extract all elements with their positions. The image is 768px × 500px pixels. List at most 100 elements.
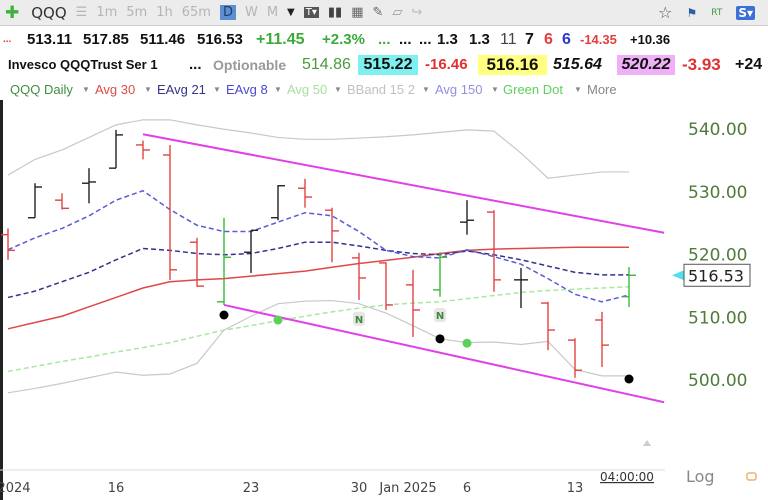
camera-icon: [746, 472, 757, 481]
x-axis-label: 23: [243, 481, 260, 496]
indicator-eavg-8[interactable]: EAvg 8: [226, 82, 268, 97]
series-avg-30: [7, 246, 629, 330]
quote-stat: +10.36: [630, 32, 671, 47]
x-axis-label: 30: [351, 481, 368, 496]
info-price: -16.46: [425, 56, 468, 73]
black-dot: [219, 310, 229, 320]
info-price: -3.93: [682, 55, 721, 74]
chevron-down-icon[interactable]: ▼: [334, 85, 342, 94]
chevron-down-icon[interactable]: ▼: [144, 85, 152, 94]
info-price: 515.22: [358, 55, 418, 75]
list-icon[interactable]: ☰: [75, 5, 88, 20]
indicator-qqq-daily[interactable]: QQQ Daily: [10, 82, 73, 97]
indicator-avg-150[interactable]: Avg 150: [435, 82, 483, 97]
text-tool-icon[interactable]: T▾: [303, 7, 319, 18]
x-axis-label: 16: [108, 481, 125, 496]
quote-stat: 11: [500, 31, 517, 48]
quote-stat: 6: [544, 31, 553, 48]
indicator-more[interactable]: More: [587, 82, 617, 97]
x-axis-label: 13: [567, 481, 584, 496]
add-icon[interactable]: ✚: [5, 2, 20, 23]
interval-1h[interactable]: 1h: [156, 5, 173, 20]
chevron-down-icon[interactable]: ▼: [491, 85, 499, 94]
security-name: Invesco QQQTrust Ser 1: [8, 57, 158, 72]
info-row: Invesco QQQTrust Ser 1 ... Optionable 51…: [0, 55, 768, 79]
s-button[interactable]: S▾: [736, 5, 755, 20]
chevron-down-icon[interactable]: ▼: [274, 85, 282, 94]
flag-icon[interactable]: ⚑: [686, 5, 698, 20]
interval-5m[interactable]: 5m: [126, 5, 148, 20]
quote-stat: 1.3: [437, 31, 458, 48]
green-dot: [273, 315, 283, 325]
y-axis-label: 500.00: [688, 371, 747, 391]
bar-chart-icon[interactable]: ▮▮: [327, 5, 343, 20]
indicator-eavg-21[interactable]: EAvg 21: [157, 82, 206, 97]
low-value: 511.46: [140, 31, 186, 48]
log-scale-toggle[interactable]: Log: [686, 467, 715, 486]
rt-indicator: RT: [711, 7, 723, 18]
interval-65m[interactable]: 65m: [181, 5, 211, 20]
pencil-icon[interactable]: ✎: [372, 5, 384, 20]
last-price-box: [683, 263, 751, 287]
indicator-bband-15-2[interactable]: BBand 15 2: [347, 82, 415, 97]
close-value: 516.53: [197, 31, 243, 48]
quote-stat: -14.35: [580, 32, 617, 47]
x-axis-label: Jan 2025: [378, 481, 436, 496]
quote-stat: 7: [525, 31, 534, 48]
optionable-label: Optionable: [213, 57, 287, 73]
quote-stat: 6: [562, 31, 571, 48]
share-icon[interactable]: ↪: [411, 5, 423, 20]
scroll-up-icon: [643, 440, 651, 446]
y-axis-label: 510.00: [688, 308, 747, 328]
chevron-down-icon[interactable]: ▼: [574, 85, 582, 94]
indicator-avg-30[interactable]: Avg 30: [95, 82, 136, 97]
more-ellipsis: ...: [399, 31, 412, 48]
green-dot: [462, 338, 472, 348]
dropdown-arrow-icon[interactable]: ▼: [287, 7, 295, 18]
series-eavg-21: [7, 241, 629, 299]
info-price: 516.16: [478, 55, 547, 75]
y-axis-label: 540.00: [688, 120, 747, 140]
indicator-green-dot[interactable]: Green Dot: [503, 82, 563, 97]
change-pct: +2.3%: [322, 31, 365, 48]
n-marker: N: [355, 315, 363, 326]
more-ellipsis: ...: [378, 31, 391, 48]
trendline-upper: [142, 133, 665, 234]
star-icon[interactable]: ☆: [658, 3, 673, 22]
interval-monthly[interactable]: M: [266, 5, 279, 20]
indicator-bar: QQQ Daily ▼ Avg 30 ▼ EAvg 21 ▼ EAvg 8 ▼ Avg 50 ▼ B…: [0, 82, 768, 100]
trendline-lower: [223, 303, 665, 404]
more-ellipsis[interactable]: ...: [189, 56, 202, 73]
symbol-input[interactable]: QQQ: [31, 3, 67, 22]
toolbar: ✚ QQQ ☰ 1m 5m 1h 65m D W M ▼ T▾ ▮▮ ▦ ✎ ▱…: [0, 0, 768, 26]
x-axis-label: 2024: [0, 481, 31, 496]
quote-row: ... 513.11 517.85 511.46 516.53 +11.45 +…: [0, 30, 768, 54]
black-dot: [624, 374, 634, 384]
chevron-down-icon[interactable]: ▼: [82, 85, 90, 94]
high-value: 517.85: [83, 31, 129, 48]
interval-daily[interactable]: D: [219, 5, 236, 20]
info-price: 515.64: [553, 56, 602, 73]
interval-1m[interactable]: 1m: [96, 5, 118, 20]
y-axis-label: 520.00: [688, 246, 747, 266]
open-value: 513.11: [27, 31, 73, 48]
n-marker: N: [436, 311, 444, 322]
series-bband-15-2-upper: [7, 119, 629, 179]
time-label: 04:00:00: [600, 470, 654, 484]
table-add-icon[interactable]: ▦: [351, 5, 364, 20]
last-price-label: 516.53: [688, 266, 744, 285]
y-axis-label: 530.00: [688, 183, 747, 203]
last-price-pointer-icon: [672, 270, 684, 281]
chevron-down-icon[interactable]: ▼: [422, 85, 430, 94]
interval-weekly[interactable]: W: [244, 5, 258, 20]
note-icon[interactable]: ▱: [392, 5, 403, 20]
indicator-avg-50[interactable]: Avg 50: [287, 82, 328, 97]
x-axis-label: 6: [463, 481, 471, 496]
change-value: +11.45: [256, 31, 305, 48]
info-price: 514.86: [302, 56, 351, 73]
n-marker-bg: [434, 307, 446, 322]
chevron-down-icon[interactable]: ▼: [213, 85, 221, 94]
info-price: +24: [735, 56, 763, 73]
black-dot: [435, 334, 445, 344]
series-eavg-8: [7, 189, 630, 303]
